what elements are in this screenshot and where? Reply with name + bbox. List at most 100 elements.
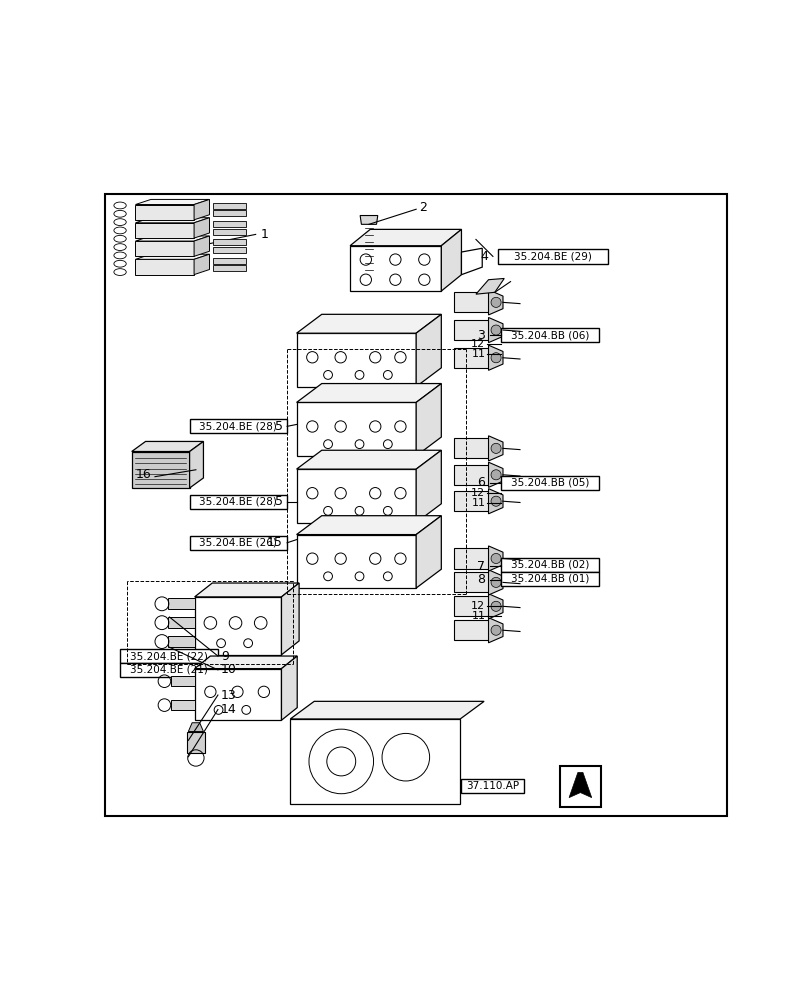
Polygon shape [290,701,483,719]
Text: 12: 12 [470,339,485,349]
Polygon shape [453,548,488,569]
Text: 16: 16 [136,468,152,481]
Polygon shape [170,676,195,686]
Polygon shape [195,583,298,597]
Polygon shape [190,441,204,488]
Polygon shape [296,314,441,333]
Circle shape [491,470,500,480]
Polygon shape [488,290,502,315]
Polygon shape [281,583,298,655]
Polygon shape [195,597,281,655]
Text: 11: 11 [471,498,485,508]
Polygon shape [441,229,461,291]
Polygon shape [290,719,460,804]
Text: 2: 2 [418,201,427,214]
Text: 3: 3 [477,329,485,342]
Text: 35.204.BE (22): 35.204.BE (22) [130,651,208,661]
Text: 13: 13 [221,689,237,702]
Circle shape [491,496,500,506]
Text: 15: 15 [267,536,282,549]
Bar [120,663,217,677]
Polygon shape [170,700,195,710]
Polygon shape [488,618,502,643]
Polygon shape [453,491,488,511]
Polygon shape [569,772,591,798]
Polygon shape [168,598,195,609]
Polygon shape [488,345,502,370]
Text: 11: 11 [471,349,485,359]
Bar [190,536,287,550]
Text: 12: 12 [470,488,485,498]
Polygon shape [416,450,441,523]
Text: 5: 5 [274,495,282,508]
Polygon shape [475,278,504,294]
Polygon shape [350,246,441,291]
Polygon shape [453,292,488,312]
Polygon shape [168,617,195,628]
Bar [461,779,524,793]
Text: 35.204.BE (28): 35.204.BE (28) [200,497,277,507]
Text: 10: 10 [221,663,237,676]
Text: 35.204.BE (26): 35.204.BE (26) [200,538,277,548]
Text: 7: 7 [477,560,485,573]
Polygon shape [131,441,204,452]
Circle shape [491,353,500,363]
Polygon shape [296,450,441,469]
Bar [120,649,217,663]
Polygon shape [488,594,502,619]
Bar [500,476,598,490]
Polygon shape [296,384,441,402]
Polygon shape [187,732,204,753]
Bar [500,558,598,572]
Text: 4: 4 [479,250,487,263]
Polygon shape [296,516,441,535]
Text: 5: 5 [274,420,282,433]
Circle shape [491,577,500,587]
Bar [500,328,598,342]
Polygon shape [188,723,204,732]
Polygon shape [453,438,488,458]
Polygon shape [168,636,195,647]
Text: 1: 1 [260,228,268,241]
Polygon shape [416,384,441,456]
Polygon shape [416,516,441,588]
Polygon shape [453,320,488,340]
Polygon shape [461,248,482,275]
Circle shape [491,601,500,611]
Polygon shape [296,402,416,456]
Polygon shape [350,229,461,246]
Polygon shape [453,572,488,592]
Bar [559,766,600,807]
Polygon shape [453,348,488,368]
Polygon shape [360,216,377,224]
Text: 8: 8 [477,573,485,586]
Text: 35.204.BB (06): 35.204.BB (06) [510,330,588,340]
Text: 35.204.BE (21): 35.204.BE (21) [130,665,208,675]
Text: 35.204.BB (01): 35.204.BB (01) [510,574,588,584]
Text: 35.204.BB (05): 35.204.BB (05) [510,478,588,488]
Circle shape [491,325,500,335]
Polygon shape [488,489,502,514]
Text: 12: 12 [470,601,485,611]
Bar [190,419,287,433]
Bar [500,572,598,586]
Polygon shape [195,669,281,720]
Text: 14: 14 [221,703,237,716]
Circle shape [491,625,500,635]
Polygon shape [416,314,441,387]
Polygon shape [296,469,416,523]
Circle shape [491,443,500,453]
Circle shape [491,553,500,564]
Polygon shape [296,333,416,387]
Polygon shape [488,436,502,461]
Polygon shape [453,596,488,616]
Text: 6: 6 [477,476,485,489]
Bar [497,249,607,264]
Text: 37.110.AP: 37.110.AP [466,781,519,791]
Polygon shape [453,465,488,485]
Bar [190,495,287,509]
Polygon shape [488,570,502,595]
Text: 35.204.BE (28): 35.204.BE (28) [200,421,277,431]
Text: 35.204.BB (02): 35.204.BB (02) [510,560,588,570]
Polygon shape [281,656,297,720]
